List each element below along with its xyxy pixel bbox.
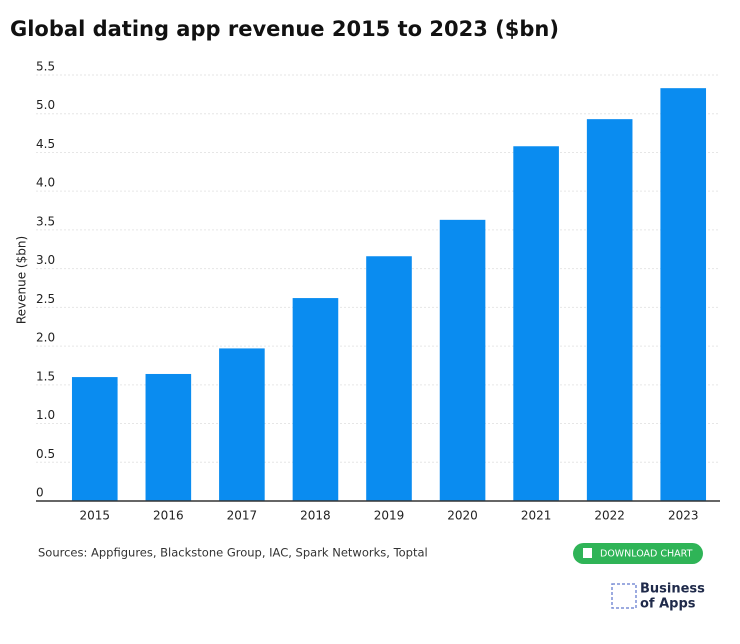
brand-logo: Business of Apps [611,582,705,612]
bar [366,256,412,501]
x-tick-label: 2023 [668,509,699,523]
y-tick-label: 3.5 [36,214,55,228]
brand-text: Business [640,582,705,597]
y-tick-label: 1.5 [36,369,55,383]
y-tick-label: 5.0 [36,98,55,112]
bar [513,146,559,501]
y-axis-label: Revenue ($bn) [15,236,29,324]
brand-text: of Apps [640,597,696,612]
x-tick-label: 2020 [447,509,478,523]
button-label[interactable]: DOWNLOAD CHART [600,549,693,560]
y-tick-label: 2.5 [36,292,55,306]
bar [145,373,192,501]
logo-icon [611,583,637,609]
bar [660,88,707,502]
x-tick-label: 2021 [521,509,552,523]
y-tick-label: 4.5 [36,137,55,151]
sources: Sources: Appfigures, Blackstone Group, I… [38,546,428,560]
x-tick-label: 2018 [300,509,331,523]
y-tick-label: 0.5 [36,447,55,461]
bar [219,348,265,501]
x-tick-label: 2019 [374,509,405,523]
y-tick-label: 5.5 [36,60,55,74]
x-tick-label: 2015 [80,509,111,523]
bar [71,377,118,501]
chart-title: Global dating app revenue 2015 to 2023 (… [10,17,559,41]
x-tick-label: 2017 [227,509,258,523]
x-tick-label: 2016 [153,509,184,523]
button-icon[interactable] [583,548,592,558]
y-tick-label: 4.0 [36,176,55,190]
y-tick-label: 3.0 [36,253,55,267]
bar [439,219,486,501]
y-tick-label: 1.0 [36,408,55,422]
bar [586,119,633,501]
bar [292,298,339,501]
y-tick-label: 0 [36,486,44,500]
y-tick-label: 2.0 [36,331,55,345]
x-tick-label: 2022 [594,509,625,523]
download-button[interactable]: DOWNLOAD CHART [573,543,703,564]
button-bg[interactable] [573,543,703,564]
